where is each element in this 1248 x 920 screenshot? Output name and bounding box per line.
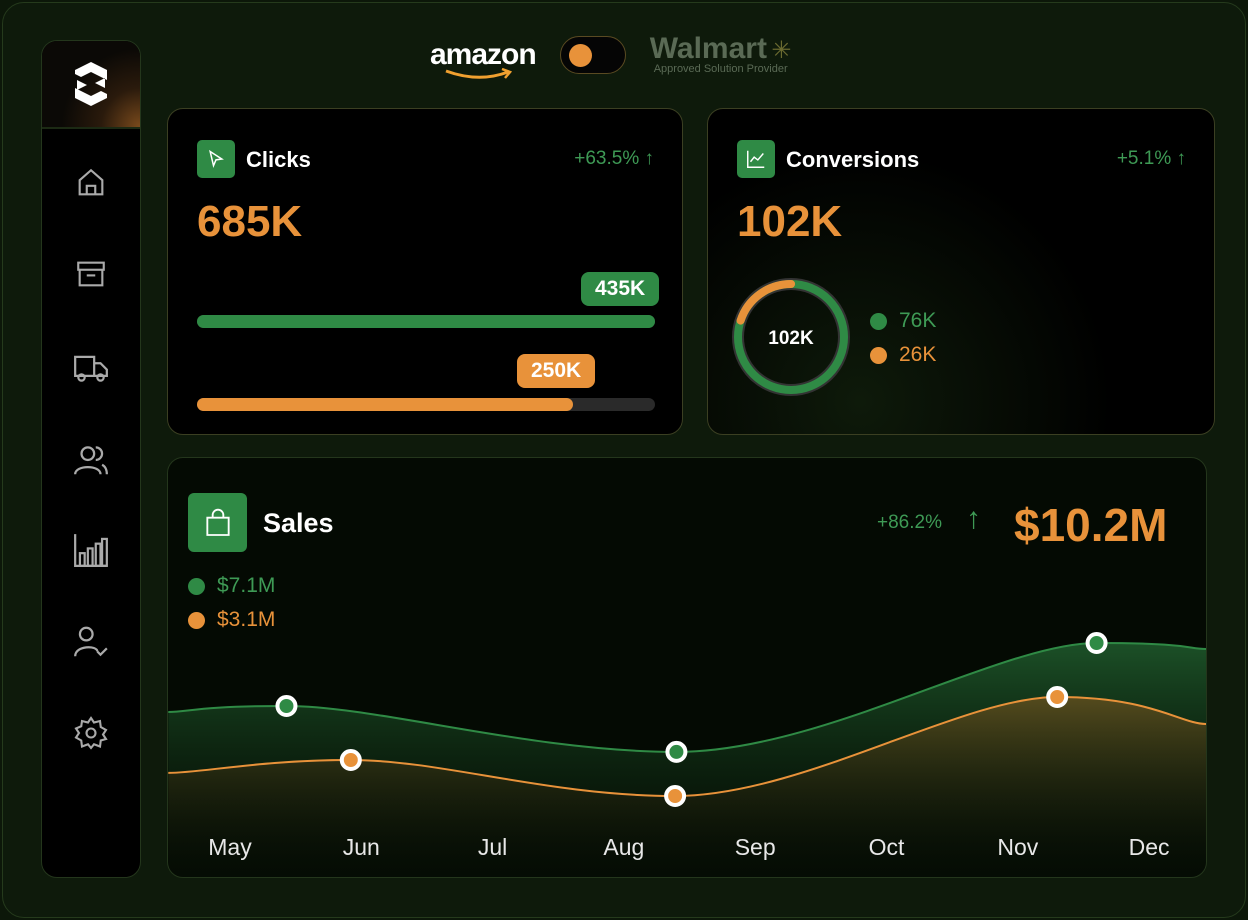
- x-tick-label: Nov: [997, 834, 1039, 860]
- x-tick-label: Sep: [734, 834, 776, 860]
- x-tick-label: May: [208, 834, 252, 860]
- x-tick-label: Aug: [603, 834, 645, 860]
- clicks-bar-tooltip-2: 250K: [517, 354, 596, 388]
- x-tick-label: Jun: [342, 834, 380, 860]
- amazon-logo[interactable]: amazon: [430, 37, 537, 79]
- clicks-bar-track-1: [197, 315, 655, 328]
- sidebar-item-settings[interactable]: [42, 715, 140, 751]
- conversions-card: Conversions +5.1% ↑ 102K 102K 76K 26K: [707, 108, 1215, 435]
- sidebar: [41, 40, 141, 878]
- clicks-bar-tooltip-1: 435K: [581, 272, 660, 306]
- clicks-total: 685K: [197, 197, 303, 246]
- sidebar-item-home[interactable]: [42, 166, 140, 200]
- sales-change: +86.2%: [877, 512, 942, 533]
- legend-label: $3.1M: [217, 608, 276, 631]
- clicks-card: Clicks +63.5% ↑ 685K 435K 250K: [167, 108, 683, 435]
- platform-toggle[interactable]: [559, 35, 626, 74]
- users-icon: [74, 446, 108, 475]
- sidebar-item-user-check[interactable]: [42, 623, 140, 661]
- amazon-smile-icon: [445, 67, 513, 79]
- clicks-bar-fill-2: [197, 398, 573, 411]
- sales-legend-orange: $3.1M: [188, 608, 275, 632]
- cursor-icon: [197, 140, 235, 178]
- legend-dot: [188, 611, 205, 629]
- amazon-text: amazon: [430, 37, 537, 71]
- user-check-icon: [74, 626, 108, 657]
- brand-logo[interactable]: [42, 41, 140, 129]
- truck-icon: [74, 355, 108, 382]
- toggle-knob: [568, 43, 592, 67]
- archive-icon: [77, 261, 105, 287]
- x-tick-label: Oct: [868, 834, 905, 860]
- sales-total: $10.2M: [1014, 499, 1168, 551]
- conversions-total: 102K: [737, 197, 843, 246]
- brand-logo-icon: [75, 62, 107, 106]
- conversions-change: +5.1% ↑: [1116, 148, 1186, 169]
- walmart-subtitle: Approved Solution Provider: [653, 63, 788, 75]
- legend-label: $7.1M: [217, 574, 276, 597]
- up-arrow-icon: ↑: [966, 502, 981, 535]
- clicks-bar-track-2: [197, 398, 655, 411]
- legend-dot: [188, 577, 205, 595]
- home-icon: [78, 168, 104, 196]
- walmart-logo[interactable]: Walmart ✳ Approved Solution Provider: [650, 34, 792, 75]
- sales-legend-green: $7.1M: [188, 574, 275, 598]
- conversions-title: Conversions: [786, 147, 920, 172]
- trend-chart-icon: [737, 140, 775, 178]
- sales-title: Sales: [263, 508, 334, 538]
- clicks-bar-fill-1: [197, 315, 655, 328]
- sidebar-item-archive[interactable]: [42, 257, 140, 291]
- sidebar-item-delivery[interactable]: [42, 349, 140, 387]
- clicks-title: Clicks: [246, 147, 311, 172]
- legend-dot: [870, 346, 887, 364]
- legend-orange: 26K: [870, 343, 936, 367]
- legend-dot: [870, 312, 887, 330]
- walmart-text: Walmart: [649, 32, 767, 65]
- legend-label: 26K: [899, 343, 937, 366]
- gear-icon: [74, 716, 108, 750]
- conversions-donut: 102K: [732, 278, 850, 396]
- donut-orange-arc: [734, 280, 848, 394]
- bar-chart-icon: [74, 534, 108, 567]
- legend-label: 76K: [899, 309, 937, 332]
- walmart-spark-icon: ✳: [771, 37, 792, 64]
- x-tick-label: Dec: [1128, 834, 1170, 860]
- sidebar-item-users[interactable]: [42, 441, 140, 479]
- shopping-bag-icon: [188, 493, 247, 552]
- platform-switcher: amazon Walmart ✳ Approved Solution Provid…: [430, 34, 792, 79]
- sidebar-item-analytics[interactable]: [42, 531, 140, 569]
- donut-center-label: 102K: [768, 328, 814, 349]
- clicks-change: +63.5% ↑: [574, 148, 654, 169]
- x-tick-label: Jul: [477, 834, 508, 860]
- legend-green: 76K: [870, 309, 936, 333]
